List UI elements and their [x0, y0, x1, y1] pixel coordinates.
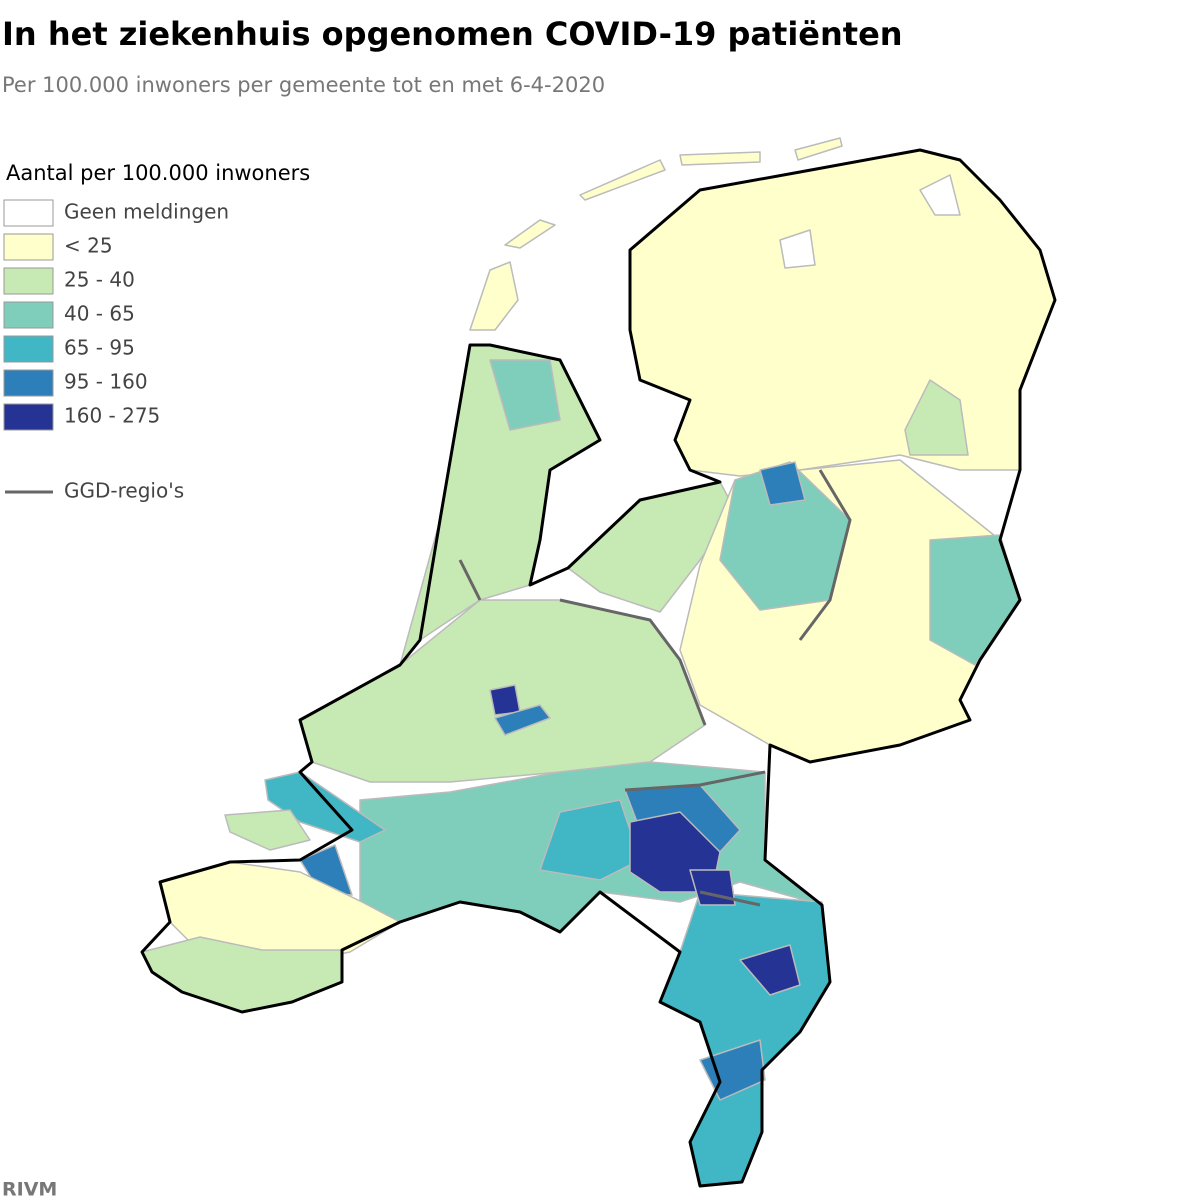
- legend-label: 65 - 95: [64, 336, 135, 360]
- subtitle: Per 100.000 inwoners per gemeente tot en…: [2, 73, 605, 97]
- region: [699, 1039, 766, 1101]
- region: [759, 461, 806, 506]
- legend-swatch: [3, 335, 54, 363]
- legend-label: Geen meldingen: [64, 200, 229, 224]
- ggd-boundary: [458, 469, 852, 907]
- legend-label: 40 - 65: [64, 302, 135, 326]
- legend: Geen meldingen < 25 25 - 40 40 - 65 65 - 95 9…: [3, 199, 229, 431]
- legend-swatch: [3, 301, 54, 329]
- region: [539, 799, 641, 881]
- region: [739, 944, 801, 996]
- island: [469, 261, 519, 331]
- island: [504, 219, 556, 249]
- title: In het ziekenhuis opgenomen COVID-19 pat…: [2, 15, 903, 53]
- island: [579, 159, 666, 201]
- island: [679, 151, 761, 166]
- legend-title: Aantal per 100.000 inwoners: [6, 161, 310, 185]
- region-no-reports: [779, 229, 816, 269]
- legend-swatch: [3, 233, 54, 261]
- region: [494, 704, 551, 736]
- legend-swatch: [3, 199, 54, 227]
- map: [140, 137, 1057, 1188]
- region: [929, 534, 1021, 666]
- island: [794, 137, 843, 161]
- legend-label: 25 - 40: [64, 268, 135, 292]
- legend-label: < 25: [64, 234, 113, 258]
- region: [904, 379, 969, 456]
- source: RIVM: [2, 1179, 57, 1200]
- region-limburg: [659, 891, 831, 1187]
- legend-label: 160 - 275: [64, 404, 160, 428]
- region-no-reports: [919, 174, 961, 216]
- legend-boundary-label: GGD-regio's: [64, 479, 184, 503]
- region: [489, 684, 521, 716]
- region: [489, 359, 561, 431]
- region: [224, 809, 311, 851]
- coastline: [140, 148, 1057, 1188]
- legend-label: 95 - 160: [64, 370, 148, 394]
- legend-swatch: [3, 403, 54, 431]
- legend-swatch: [3, 369, 54, 397]
- region-north: [629, 149, 1056, 477]
- legend-swatch: [3, 267, 54, 295]
